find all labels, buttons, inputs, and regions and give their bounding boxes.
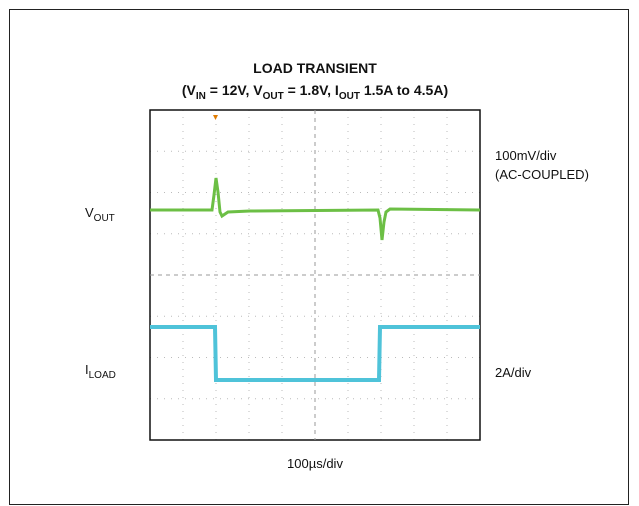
iload-scale: 2A/div (495, 365, 532, 380)
time-scale: 100µs/div (287, 456, 343, 471)
vout-scale: 100mV/div (495, 148, 557, 163)
trigger-marker (213, 115, 218, 120)
vout-label: VOUT (85, 205, 115, 224)
subtitle: (VIN = 12V, VOUT = 1.8V, IOUT 1.5A to 4.… (182, 82, 448, 102)
title: LOAD TRANSIENT (253, 60, 377, 76)
frame (9, 9, 629, 505)
vout-coupling: (AC-COUPLED) (495, 167, 589, 182)
iload-trace (150, 325, 480, 382)
vout-trace (150, 177, 481, 241)
iload-label: ILOAD (85, 362, 116, 381)
